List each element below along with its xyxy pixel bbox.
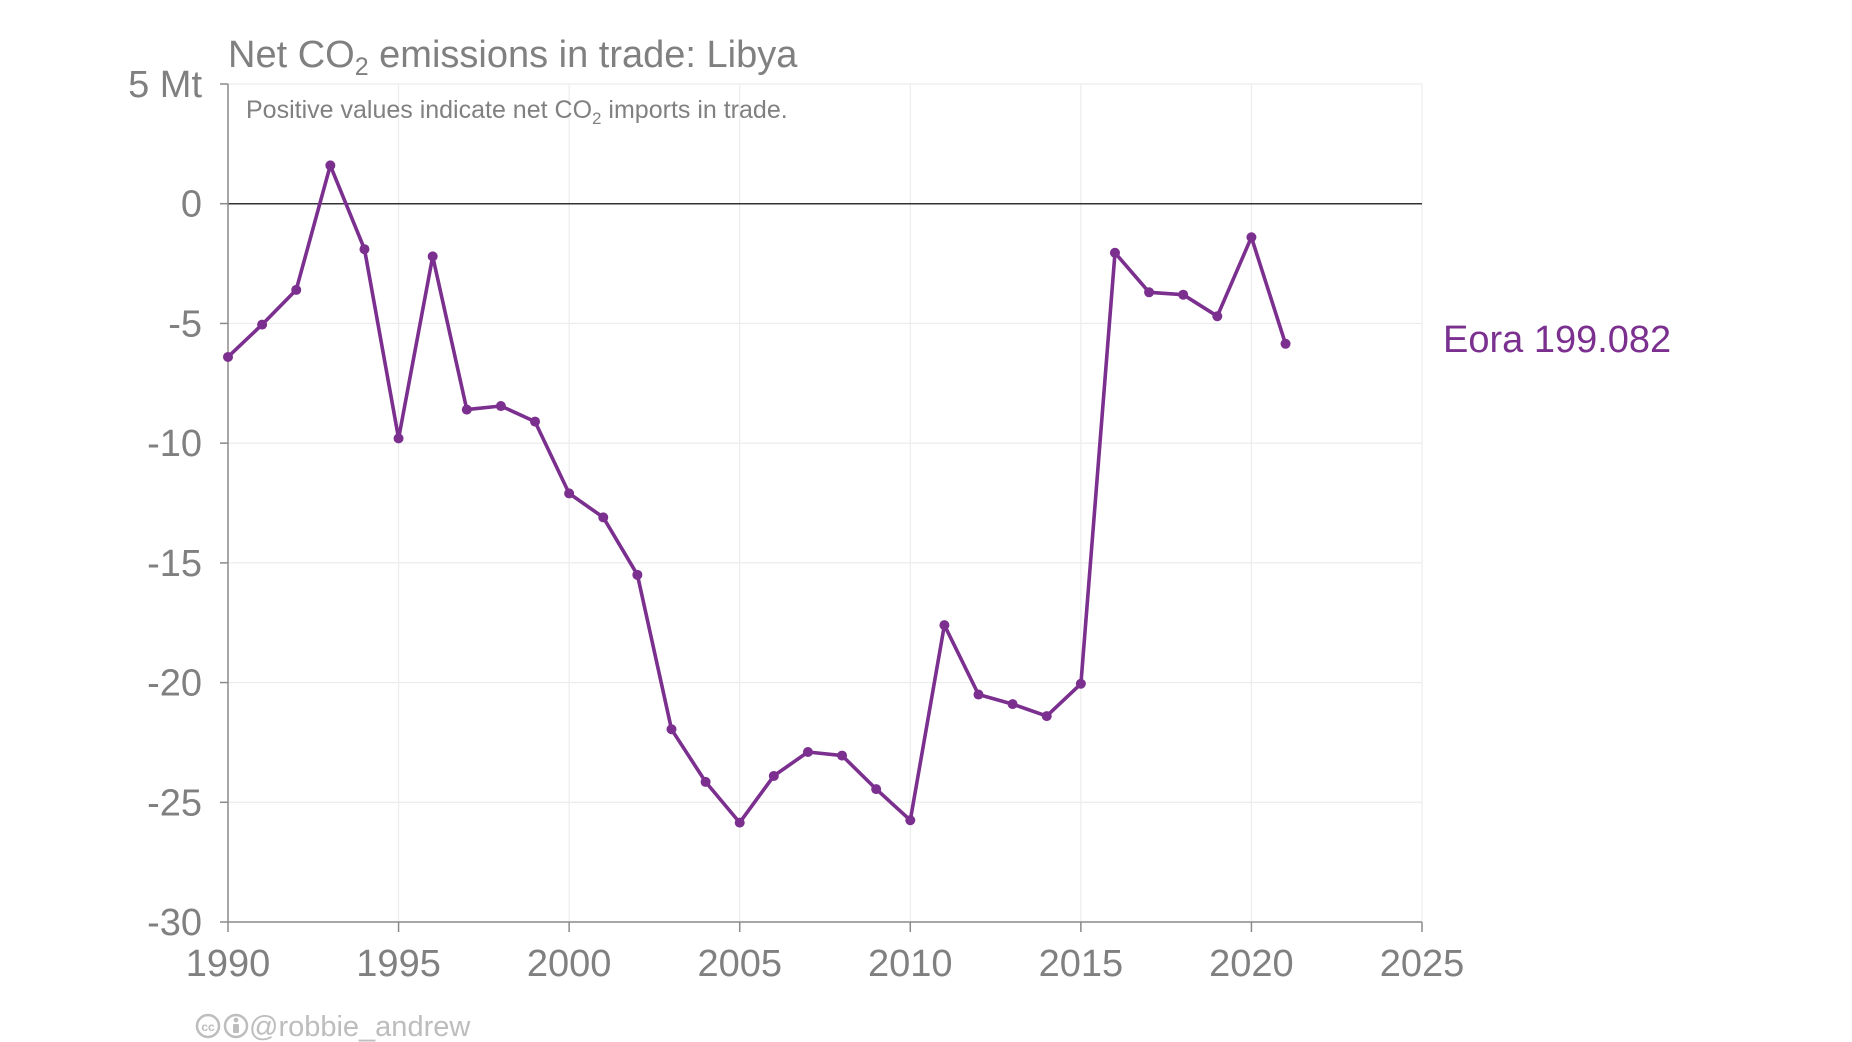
data-point bbox=[257, 319, 268, 330]
x-tick-label: 2020 bbox=[1209, 943, 1294, 985]
data-point bbox=[461, 404, 472, 415]
data-point bbox=[598, 512, 609, 523]
data-point bbox=[291, 284, 302, 295]
data-point bbox=[768, 770, 779, 781]
x-tick-label: 1990 bbox=[186, 943, 271, 985]
grid bbox=[228, 83, 1423, 922]
data-point bbox=[939, 620, 950, 631]
data-point bbox=[1144, 287, 1155, 298]
data-point bbox=[495, 401, 506, 412]
svg-text:cc: cc bbox=[201, 1020, 215, 1034]
data-point bbox=[1178, 289, 1189, 300]
y-tick-label: -10 bbox=[147, 423, 202, 465]
data-point bbox=[393, 433, 404, 444]
credit-handle: @robbie_andrew bbox=[249, 1011, 471, 1042]
x-tick-label: 2010 bbox=[868, 943, 953, 985]
data-point bbox=[802, 747, 813, 758]
data-point bbox=[734, 817, 745, 828]
data-point bbox=[564, 488, 575, 499]
chart-title: Net CO2 emissions in trade: Libya bbox=[228, 34, 798, 81]
series-line-eora bbox=[226, 163, 1288, 825]
data-point bbox=[905, 815, 916, 826]
data-point bbox=[1212, 311, 1223, 322]
by-icon bbox=[223, 1013, 249, 1039]
y-tick-label: -20 bbox=[147, 663, 202, 705]
data-point bbox=[666, 724, 677, 735]
data-point bbox=[359, 244, 370, 255]
y-tick-label: -30 bbox=[147, 902, 202, 944]
series-layer bbox=[223, 160, 1291, 828]
x-tick-label: 2000 bbox=[527, 943, 612, 985]
series-label-eora: Eora 199.082 bbox=[1443, 319, 1671, 361]
data-point bbox=[1075, 678, 1086, 689]
data-point bbox=[530, 416, 541, 427]
x-tick-label: 2015 bbox=[1039, 943, 1124, 985]
y-tick-label: 5 Mt bbox=[128, 64, 202, 106]
data-point bbox=[1041, 711, 1052, 722]
data-point bbox=[973, 689, 984, 700]
data-point bbox=[837, 750, 848, 761]
chart-subtitle: Positive values indicate net CO2 imports… bbox=[246, 96, 788, 128]
data-point bbox=[1280, 338, 1291, 349]
y-tick-label: 0 bbox=[181, 184, 202, 226]
data-point bbox=[700, 776, 711, 787]
x-tick-label: 2025 bbox=[1380, 943, 1465, 985]
x-tick-label: 1995 bbox=[356, 943, 441, 985]
credit: cc @robbie_andrew bbox=[195, 1011, 471, 1042]
data-point bbox=[427, 251, 438, 262]
data-point bbox=[1109, 247, 1120, 258]
data-point bbox=[325, 160, 336, 171]
y-tick-label: -5 bbox=[168, 303, 202, 345]
data-point bbox=[1246, 232, 1257, 243]
x-tick-label: 2005 bbox=[697, 943, 782, 985]
data-point bbox=[223, 351, 233, 362]
y-tick-label: -25 bbox=[147, 782, 202, 824]
cc-icon: cc bbox=[195, 1013, 221, 1039]
data-point bbox=[632, 569, 643, 580]
y-tick-label: -15 bbox=[147, 543, 202, 585]
data-point bbox=[1007, 699, 1018, 710]
data-point bbox=[871, 784, 882, 795]
